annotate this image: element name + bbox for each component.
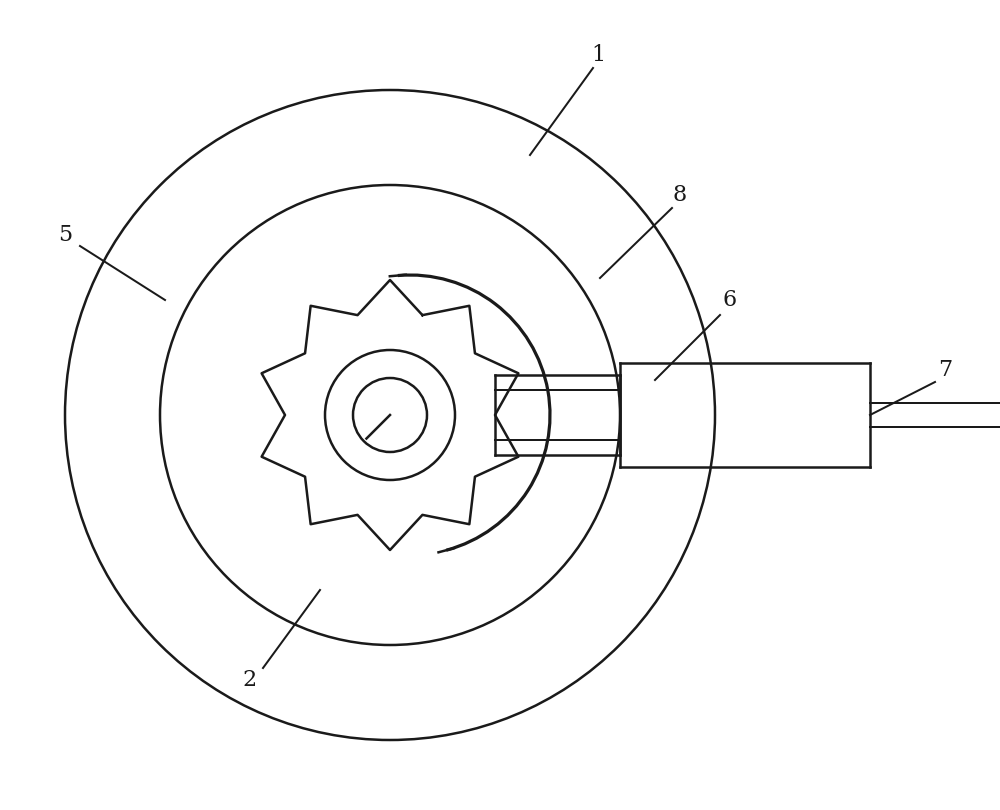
Text: 2: 2 (243, 669, 257, 691)
Text: 7: 7 (938, 359, 952, 381)
Text: 1: 1 (591, 44, 605, 66)
Text: 5: 5 (58, 224, 72, 246)
Text: 6: 6 (723, 289, 737, 311)
Text: 8: 8 (673, 184, 687, 206)
